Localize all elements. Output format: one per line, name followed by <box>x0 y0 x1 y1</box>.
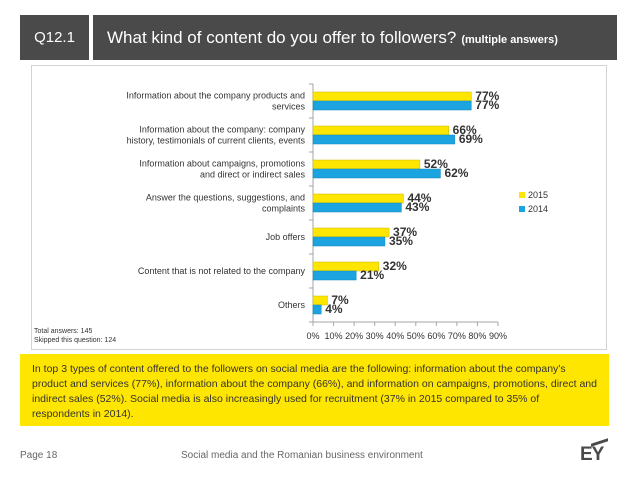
title-bar: What kind of content do you offer to fol… <box>93 15 617 60</box>
legend-label-2014: 2014 <box>528 204 548 214</box>
bar-2014 <box>312 100 472 111</box>
data-label-2014: 69% <box>459 132 483 146</box>
chart-title-note: (multiple answers) <box>461 33 558 46</box>
total-answers: Total answers: 145 <box>34 328 93 335</box>
footer-title: Social media and the Romanian business e… <box>181 450 423 461</box>
value-tick-label: 40% <box>386 331 404 341</box>
page-number: Page 18 <box>20 450 58 461</box>
skipped-count: Skipped this question: 124 <box>34 337 117 344</box>
bar-2015 <box>312 125 449 136</box>
category-label-line: Information about the company: company <box>139 125 305 135</box>
bar-2014 <box>312 236 386 247</box>
value-tick-label: 10% <box>325 331 343 341</box>
category-label-line: history, testimonials of current clients… <box>127 136 306 146</box>
chart-title: What kind of content do you offer to fol… <box>107 27 457 47</box>
value-tick-label: 90% <box>489 331 507 341</box>
data-label-2015: 37% <box>393 225 417 239</box>
category-label-line: Information about campaigns, promotions <box>139 159 305 169</box>
legend-label-2015: 2015 <box>528 190 548 200</box>
category-label-line: services <box>272 102 306 112</box>
bar-2015 <box>312 227 390 238</box>
value-tick-label: 30% <box>366 331 384 341</box>
response-notes: Total answers: 145 Skipped this question… <box>34 327 116 345</box>
ey-logo: EY <box>580 444 604 465</box>
data-label-2014: 43% <box>405 200 429 214</box>
category-label-line: complaints <box>262 204 306 214</box>
bar-2014 <box>312 168 441 179</box>
category-label-line: Answer the questions, suggestions, and <box>146 193 305 203</box>
category-label-line: Others <box>278 300 306 310</box>
data-label-2015: 66% <box>453 123 477 137</box>
data-label-2015: 7% <box>331 293 349 307</box>
data-label-2015: 52% <box>424 157 448 171</box>
data-label-2014: 77% <box>475 98 499 112</box>
summary-box: In top 3 types of content offered to the… <box>20 354 609 426</box>
category-label-line: Content that is not related to the compa… <box>138 266 306 276</box>
question-id-badge: Q12.1 <box>20 15 89 60</box>
summary-text: In top 3 types of content offered to the… <box>32 363 597 420</box>
legend-swatch-2015 <box>519 192 525 198</box>
value-tick-label: 0% <box>306 331 319 341</box>
bar-2014 <box>312 270 357 281</box>
category-label: Others <box>278 300 306 310</box>
category-label: Content that is not related to the compa… <box>138 266 306 276</box>
data-label-2014: 35% <box>389 234 413 248</box>
value-tick-label: 60% <box>427 331 445 341</box>
bar-2014 <box>312 304 322 315</box>
category-label-line: Information about the company products a… <box>126 91 305 101</box>
bar-2015 <box>312 91 472 102</box>
bar-2014 <box>312 202 402 213</box>
slide-header: Q12.1 What kind of content do you offer … <box>20 15 617 60</box>
chart-frame <box>31 65 607 350</box>
data-label-2015: 32% <box>383 259 407 273</box>
data-label-2015: 44% <box>407 191 431 205</box>
bar-2015 <box>312 159 421 170</box>
data-label-2014: 21% <box>360 268 384 282</box>
bar-2015 <box>312 193 404 204</box>
category-label-line: and direct or indirect sales <box>200 170 306 180</box>
data-label-2014: 62% <box>444 166 468 180</box>
value-tick-label: 50% <box>407 331 425 341</box>
category-label-line: Job offers <box>266 232 306 242</box>
category-label: Job offers <box>266 232 306 242</box>
data-label-2015: 77% <box>475 89 499 103</box>
bar-2014 <box>312 134 456 145</box>
category-label: Information about campaigns, promotions a… <box>139 159 305 180</box>
data-label-2014: 4% <box>325 302 343 316</box>
value-tick-label: 20% <box>345 331 363 341</box>
value-tick-label: 80% <box>468 331 486 341</box>
category-label: Answer the questions, suggestions, and co… <box>146 193 306 214</box>
category-label: Information about the company: company hi… <box>127 125 306 146</box>
value-tick-label: 70% <box>448 331 466 341</box>
legend-swatch-2014 <box>519 206 525 212</box>
question-id: Q12.1 <box>34 29 75 46</box>
category-label: Information about the company products a… <box>126 91 305 112</box>
